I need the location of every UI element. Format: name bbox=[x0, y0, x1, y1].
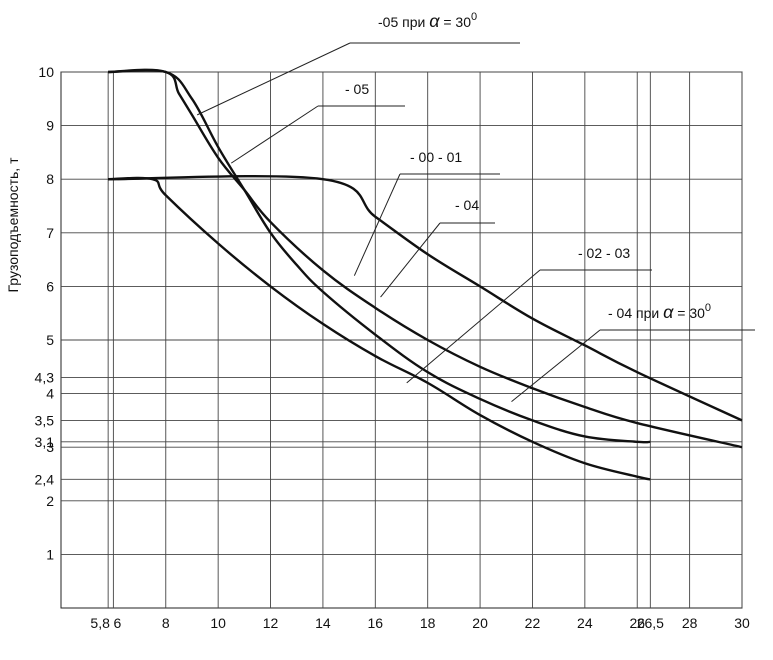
series-line-4 bbox=[108, 176, 651, 481]
x-tick-label: 14 bbox=[315, 615, 331, 631]
annotation-leader bbox=[511, 329, 601, 403]
annotation-leader bbox=[196, 42, 351, 116]
x-tick-label: 12 bbox=[263, 615, 279, 631]
series-line-3 bbox=[108, 174, 743, 422]
y-tick-label: 6 bbox=[46, 278, 54, 294]
grid bbox=[60, 71, 743, 609]
annotation-label: - 04 bbox=[455, 197, 479, 213]
y-ticks: 1 2 2,4 33,1 3,5 44,3 5 6 7 8 9 10 bbox=[35, 64, 55, 562]
series-line-1 bbox=[108, 69, 743, 449]
x-tick-label: 18 bbox=[420, 615, 436, 631]
x-tick-label: 26 bbox=[629, 615, 645, 631]
annotation-label: - 00 - 01 bbox=[410, 149, 462, 165]
y-tick-label: 5 bbox=[46, 332, 54, 348]
annotation-leader bbox=[230, 105, 319, 164]
x-tick-label: 6 bbox=[113, 615, 121, 631]
x-tick-label: 10 bbox=[210, 615, 226, 631]
x-tick-label: 26,5 bbox=[637, 615, 664, 631]
annotation-leader bbox=[353, 173, 401, 276]
annotation-3: - 00 - 01 bbox=[353, 149, 500, 276]
x-tick-label: 16 bbox=[368, 615, 384, 631]
x-tick-label: 22 bbox=[525, 615, 541, 631]
annotation-5: - 02 - 03 bbox=[406, 245, 652, 384]
y-tick-label: 3,1 bbox=[35, 434, 55, 450]
series-lines bbox=[108, 68, 743, 481]
y-tick-label: 7 bbox=[46, 225, 54, 241]
annotation-1: -05 при α = 300 bbox=[196, 11, 520, 116]
y-axis-label: Грузоподъемность, т bbox=[5, 157, 21, 293]
y-tick-label: 4,3 bbox=[35, 370, 55, 386]
x-tick-label: 24 bbox=[577, 615, 593, 631]
annotation-6: - 04 при α = 300 bbox=[511, 302, 755, 403]
annotation-leader bbox=[406, 269, 541, 384]
annotation-4: - 04 bbox=[380, 197, 495, 298]
annotation-2: - 05 bbox=[230, 81, 405, 164]
annotation-label: - 02 - 03 bbox=[578, 245, 630, 261]
y-tick-label: 9 bbox=[46, 118, 54, 134]
y-tick-label: 3 bbox=[46, 439, 54, 455]
x-tick-label: 20 bbox=[472, 615, 488, 631]
annotation-leader bbox=[380, 222, 441, 298]
y-tick-label: 2,4 bbox=[35, 471, 55, 487]
y-tick-label: 8 bbox=[46, 171, 54, 187]
y-tick-label: 4 bbox=[46, 386, 54, 402]
annotation-label: - 05 bbox=[345, 81, 369, 97]
x-tick-label: 5,8 bbox=[90, 615, 110, 631]
x-tick-label: 28 bbox=[682, 615, 698, 631]
y-tick-label: 3,5 bbox=[35, 412, 55, 428]
y-tick-label: 1 bbox=[46, 546, 54, 562]
y-tick-label: 2 bbox=[46, 493, 54, 509]
x-tick-label: 30 bbox=[734, 615, 750, 631]
annotation-label: - 04 при α = 300 bbox=[608, 302, 711, 322]
y-tick-label: 10 bbox=[38, 64, 54, 80]
annotation-label: -05 при α = 300 bbox=[378, 11, 477, 31]
x-tick-label: 8 bbox=[162, 615, 170, 631]
annotations: -05 при α = 300 - 05 - 00 - 01 - 04 - 02 - 0… bbox=[196, 11, 755, 403]
